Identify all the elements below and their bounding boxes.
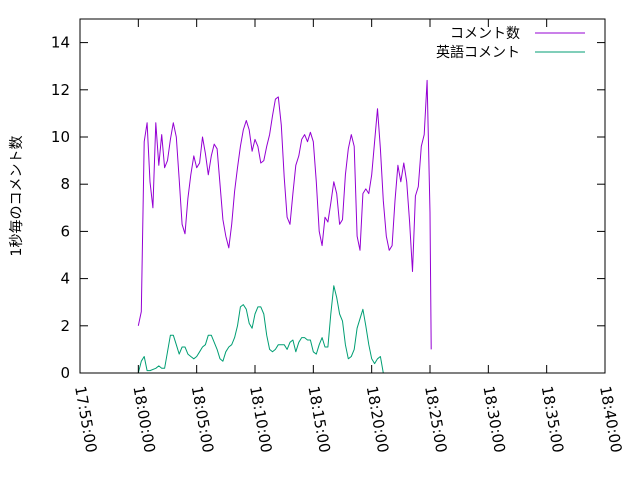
series-line-0 — [137, 79, 432, 350]
y-tick-label: 2 — [60, 317, 70, 335]
y-axis: 0 2 4 6 8 10 12 14 — [51, 34, 605, 382]
plot-lines — [137, 79, 432, 374]
series-line-1 — [137, 285, 384, 374]
y-tick-label: 14 — [51, 34, 70, 52]
y-tick-label: 10 — [51, 128, 70, 146]
y-axis-label: 1秒毎のコメント数 — [9, 136, 25, 257]
legend-label-0: コメント数 — [450, 26, 520, 42]
y-tick-label: 8 — [60, 175, 70, 193]
legend-label-1: 英語コメント — [436, 44, 520, 61]
y-tick-label: 12 — [51, 81, 70, 99]
y-tick-label: 4 — [60, 270, 70, 288]
y-tick-label: 0 — [60, 364, 70, 382]
plot-frame — [79, 18, 606, 374]
y-tick-label: 6 — [60, 222, 70, 240]
